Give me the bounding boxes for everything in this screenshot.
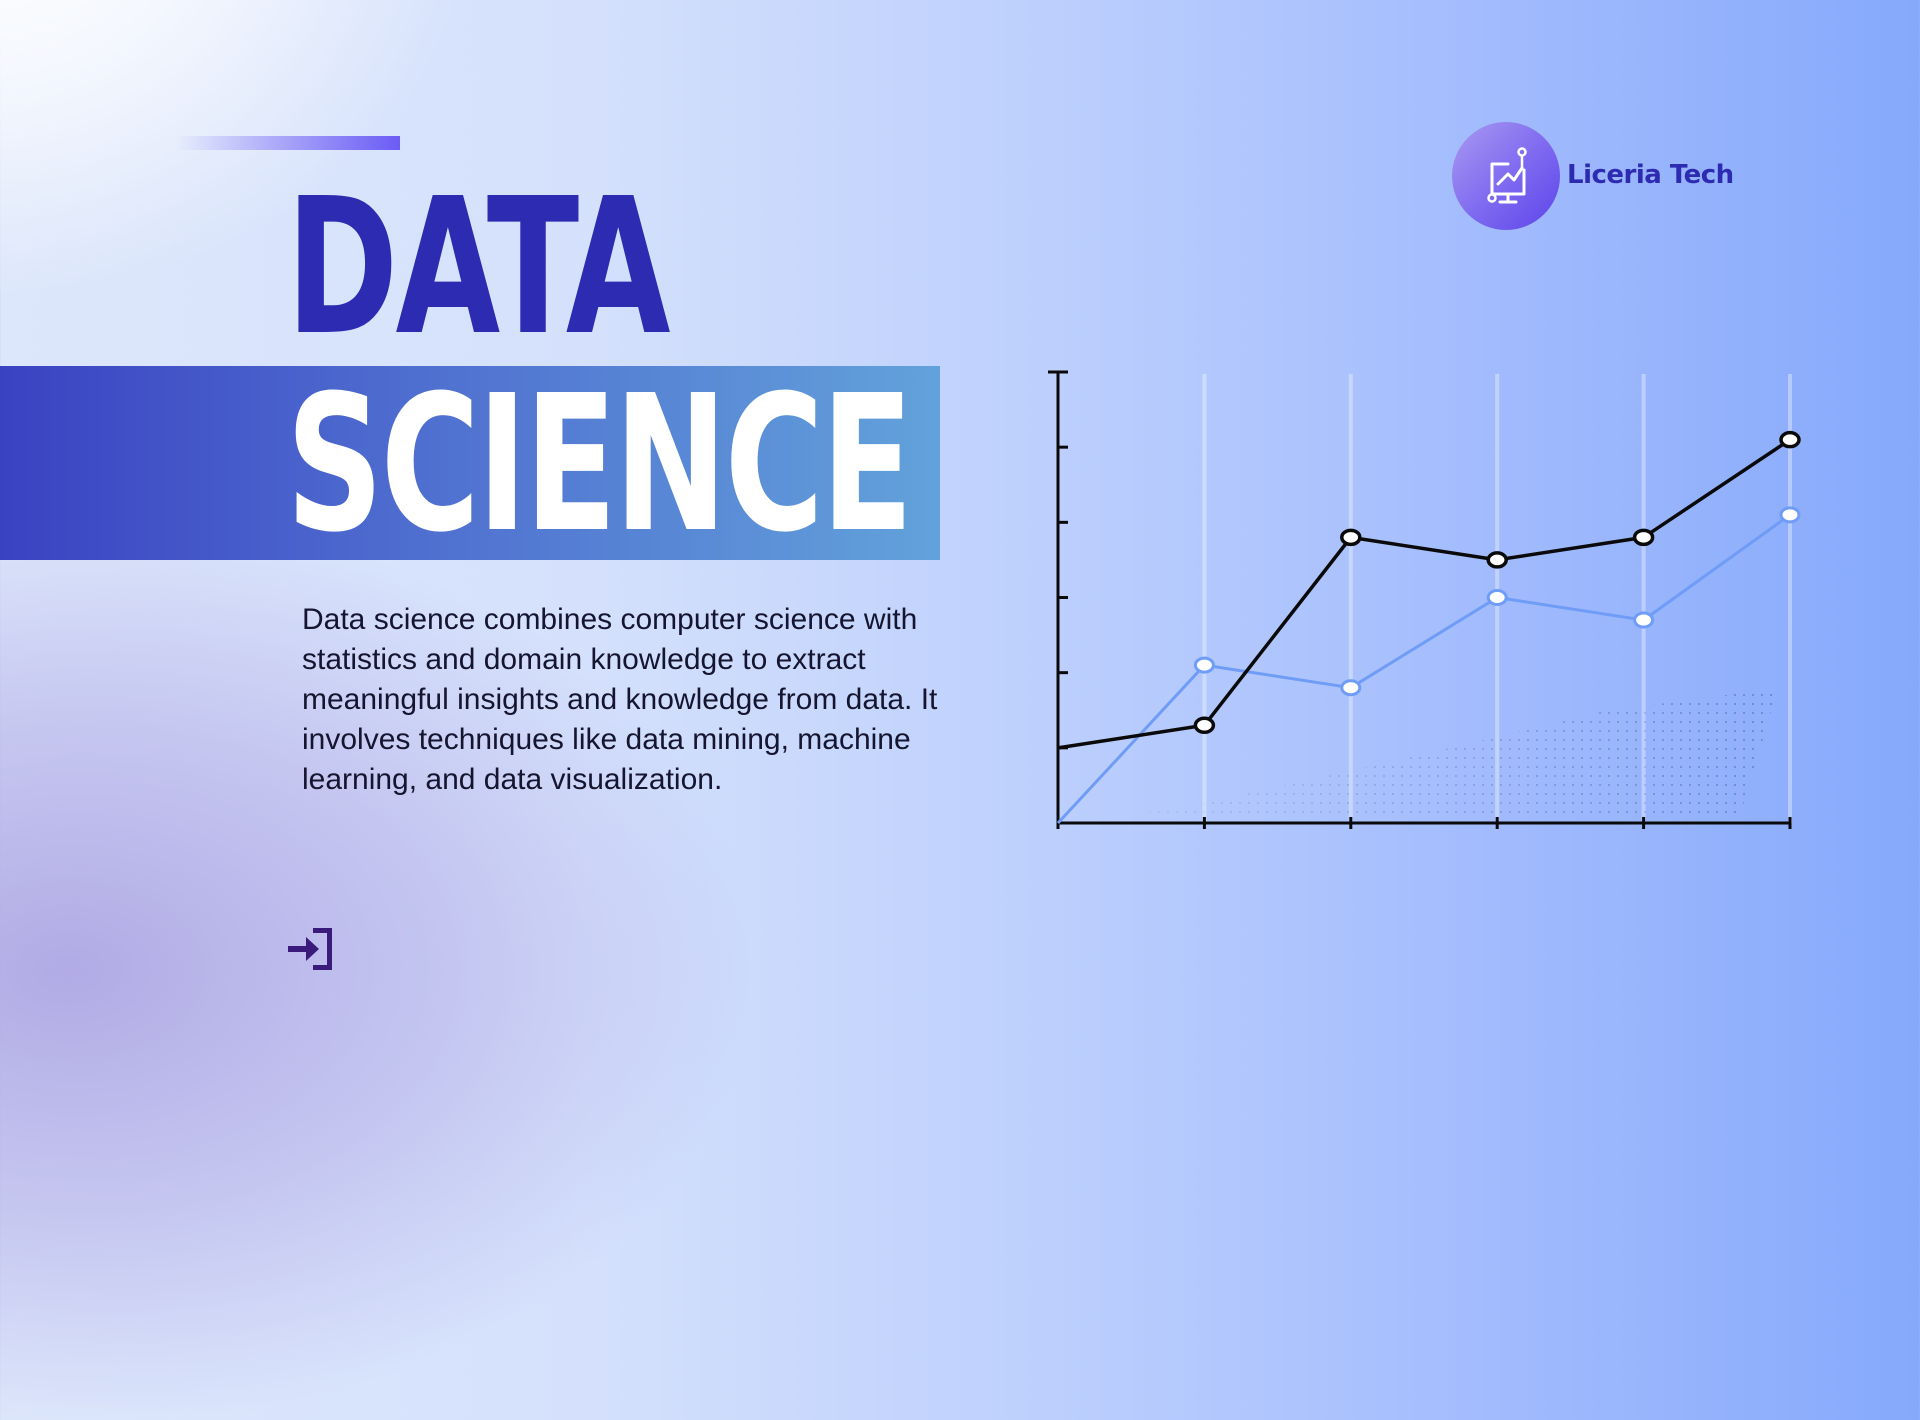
series-1-line <box>1057 438 1791 750</box>
enter-arrow-icon[interactable] <box>286 924 336 974</box>
series-1-point-2 <box>1340 528 1362 547</box>
brand-logo <box>1452 122 1560 230</box>
series-2-line <box>1056 513 1791 825</box>
series-1-point-1 <box>1193 716 1216 735</box>
title-line-2: SCIENCE <box>286 355 913 574</box>
series-2-point-1 <box>1193 656 1215 674</box>
series-2-point-3 <box>1486 589 1508 606</box>
description-text: Data science combines computer science w… <box>302 603 938 796</box>
series-1-point-3 <box>1486 551 1508 569</box>
accent-bar <box>176 136 400 150</box>
series-2-point-5 <box>1779 506 1801 524</box>
presentation-board-icon <box>1487 147 1527 204</box>
title-band <box>0 366 940 560</box>
series-2-point-2 <box>1340 679 1362 697</box>
line-chart <box>1048 370 1801 829</box>
series-1-point-4 <box>1632 528 1655 547</box>
dot-texture <box>1120 688 1778 816</box>
series-2-point-4 <box>1633 611 1655 629</box>
brand-name: Liceria Tech <box>1567 160 1734 190</box>
series-1-point-5 <box>1779 430 1801 449</box>
title-line-1: DATA <box>286 158 671 377</box>
